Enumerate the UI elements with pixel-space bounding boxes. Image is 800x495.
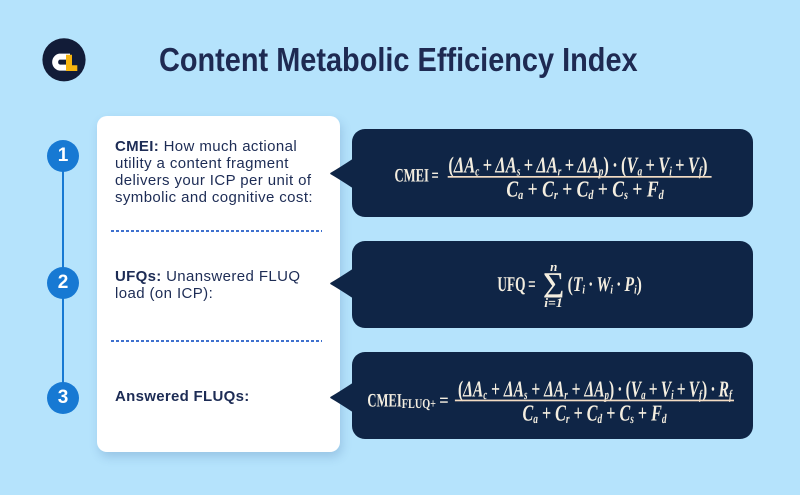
svg-text:(ΔAc + ΔAs + ΔAr + ΔAp) · (Va: (ΔAc + ΔAs + ΔAr + ΔAp) · (Va + Vi + Vf) — [448, 153, 707, 179]
svg-text:CMEI: CMEI — [367, 390, 401, 411]
svg-text:FLUQ+: FLUQ+ — [402, 396, 436, 411]
svg-text:n: n — [550, 259, 557, 274]
svg-text:=: = — [439, 390, 448, 411]
svg-text:UFQ =: UFQ = — [497, 272, 535, 296]
svg-text:(ΔAc + ΔAs + ΔAr + ΔAp) · (Va: (ΔAc + ΔAs + ΔAr + ΔAp) · (Va + Vi + Vf)… — [458, 376, 733, 402]
svg-text:(Ti · Wi · Pi): (Ti · Wi · Pi) — [568, 272, 642, 297]
svg-text:i=1: i=1 — [544, 295, 563, 310]
svg-text:Σ: Σ — [543, 266, 565, 307]
svg-text:CMEI =: CMEI = — [395, 165, 439, 186]
svg-text:Ca + Cr + Cd + Cs + Fd: Ca + Cr + Cd + Cs + Fd — [506, 176, 664, 202]
svg-text:Ca + Cr + Cd + Cs + Fd: Ca + Cr + Cd + Cs + Fd — [523, 400, 667, 426]
